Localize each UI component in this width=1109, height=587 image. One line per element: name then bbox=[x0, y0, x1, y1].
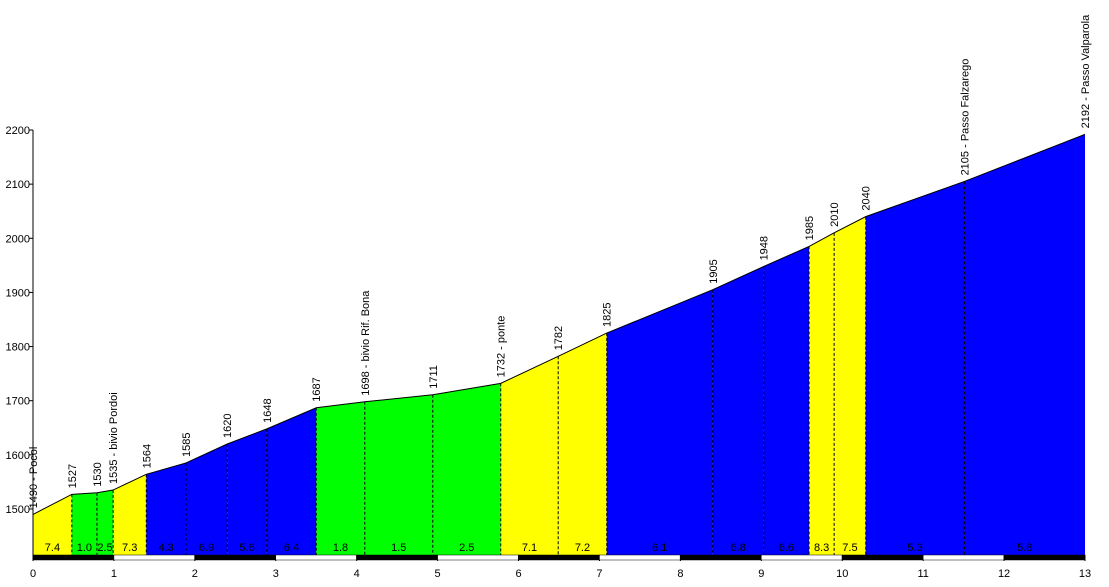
x-tick-label: 11 bbox=[917, 568, 928, 580]
gradient-label: 7.3 bbox=[122, 542, 137, 554]
segment bbox=[113, 474, 147, 555]
segment bbox=[185, 444, 228, 555]
y-tick-label: 2000 bbox=[6, 233, 30, 245]
km-strip bbox=[194, 554, 277, 561]
gradient-label: 8.3 bbox=[814, 542, 829, 554]
y-tick-label: 2200 bbox=[6, 125, 30, 137]
x-tick-label: 5 bbox=[435, 568, 441, 580]
point-label: 1905 bbox=[708, 259, 720, 283]
km-strip bbox=[32, 554, 115, 561]
gradient-label: 7.5 bbox=[842, 542, 857, 554]
y-tick-label: 1800 bbox=[6, 342, 30, 354]
segment bbox=[964, 134, 1085, 555]
km-strip bbox=[1003, 554, 1086, 561]
x-tick-label: 8 bbox=[677, 568, 683, 580]
x-tick-label: 1 bbox=[111, 568, 117, 580]
gradient-label: 7.2 bbox=[575, 542, 590, 554]
point-label: 1527 bbox=[67, 464, 79, 488]
km-strip bbox=[275, 554, 357, 561]
gradient-label: 5.8 bbox=[1017, 542, 1032, 554]
km-strip bbox=[761, 554, 843, 561]
segment bbox=[500, 356, 559, 555]
segment bbox=[266, 407, 317, 555]
gradient-label: 7.4 bbox=[45, 542, 60, 554]
point-label: 1698 - bivio Rif. Bona bbox=[360, 290, 372, 396]
gradient-label: 6.1 bbox=[652, 542, 667, 554]
gradient-label: 5.6 bbox=[239, 542, 254, 554]
x-tick-label: 12 bbox=[998, 568, 1010, 580]
segment bbox=[865, 181, 965, 556]
segment bbox=[834, 216, 866, 555]
segment bbox=[96, 490, 114, 555]
point-label: 1782 bbox=[553, 326, 565, 350]
y-tick-label: 1900 bbox=[6, 287, 30, 299]
gradient-label: 7.1 bbox=[522, 542, 537, 554]
x-tick-label: 2 bbox=[192, 568, 198, 580]
x-tick-label: 0 bbox=[30, 568, 36, 580]
y-tick-label: 1600 bbox=[6, 450, 30, 462]
y-tick-label: 1500 bbox=[6, 504, 30, 516]
y-tick-label: 2100 bbox=[6, 179, 30, 191]
gradient-label: 4.3 bbox=[158, 542, 173, 554]
segment bbox=[712, 266, 764, 555]
km-strip bbox=[680, 554, 762, 561]
point-label: 1687 bbox=[311, 377, 323, 401]
gradient-label: 5.3 bbox=[907, 542, 922, 554]
gradient-label: 1.8 bbox=[333, 542, 348, 554]
km-strip bbox=[356, 554, 438, 561]
point-label: 2105 - Passo Falzarego bbox=[959, 59, 971, 176]
gradient-label: 6.4 bbox=[284, 542, 299, 554]
km-strip bbox=[113, 554, 196, 561]
x-tick-label: 7 bbox=[596, 568, 602, 580]
x-tick-label: 3 bbox=[273, 568, 279, 580]
x-tick-label: 6 bbox=[515, 568, 521, 580]
gradient-label: 1.0 bbox=[77, 542, 92, 554]
segment bbox=[316, 401, 365, 555]
km-strip bbox=[518, 554, 600, 561]
x-tick-label: 4 bbox=[354, 568, 360, 580]
km-strip bbox=[599, 554, 681, 561]
km-strip bbox=[922, 554, 1005, 561]
point-label: 1648 bbox=[262, 398, 274, 422]
segment bbox=[227, 428, 267, 555]
point-label: 1530 bbox=[92, 462, 104, 486]
km-strip bbox=[841, 554, 924, 561]
point-label: 1732 - ponte bbox=[496, 316, 508, 378]
segment bbox=[763, 246, 810, 555]
x-tick-label: 10 bbox=[836, 568, 848, 580]
segment bbox=[432, 383, 501, 555]
gradient-label: 6.6 bbox=[779, 542, 794, 554]
segment bbox=[809, 232, 835, 555]
x-tick-label: 9 bbox=[758, 568, 764, 580]
segment bbox=[71, 492, 97, 555]
gradient-label: 2.5 bbox=[97, 542, 112, 554]
point-label: 2040 bbox=[861, 186, 873, 210]
gradient-label: 2.5 bbox=[459, 542, 474, 554]
y-tick-label: 1700 bbox=[6, 396, 30, 408]
point-label: 2010 bbox=[829, 202, 841, 226]
gradient-label: 6.9 bbox=[199, 542, 214, 554]
point-label: 1490 - Pocol bbox=[28, 447, 40, 509]
segment bbox=[558, 333, 607, 555]
point-label: 1825 bbox=[602, 303, 614, 327]
gradient-label: 6.8 bbox=[731, 542, 746, 554]
point-label: 1620 bbox=[222, 414, 234, 438]
segment bbox=[364, 394, 433, 555]
point-label: 1711 bbox=[428, 365, 440, 389]
point-label: 1985 bbox=[804, 216, 816, 240]
segment bbox=[606, 289, 713, 555]
km-strip bbox=[437, 554, 519, 561]
point-label: 1585 bbox=[181, 432, 193, 456]
point-label: 2192 - Passo Valparola bbox=[1080, 14, 1092, 128]
point-label: 1948 bbox=[759, 236, 771, 260]
point-label: 1564 bbox=[141, 444, 153, 468]
segment bbox=[146, 462, 186, 555]
point-label: 1535 - bivio Pordoi bbox=[108, 392, 120, 484]
gradient-label: 1.5 bbox=[391, 542, 406, 554]
x-tick-label: 13 bbox=[1079, 568, 1091, 580]
